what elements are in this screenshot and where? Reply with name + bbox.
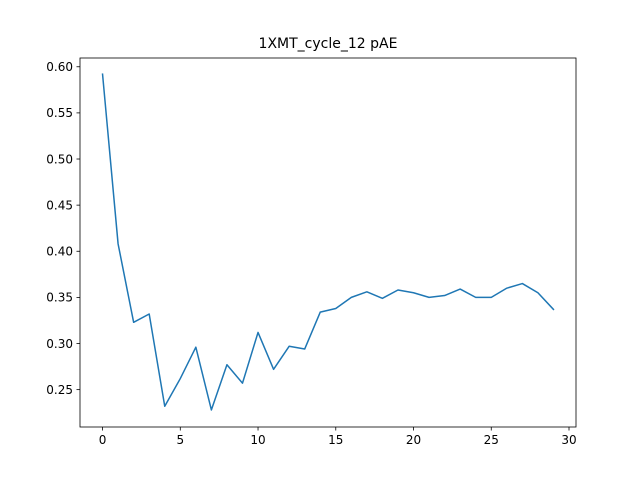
series-line xyxy=(101,73,555,411)
x-tick-label: 5 xyxy=(176,433,184,447)
plot-frame xyxy=(79,57,577,428)
plot-area-background xyxy=(80,58,576,427)
x-tick-label: 0 xyxy=(99,433,107,447)
y-tick-label: 0.25 xyxy=(46,383,73,397)
x-tick-label: 30 xyxy=(561,433,576,447)
x-tick-label: 10 xyxy=(250,433,265,447)
y-tick-label: 0.55 xyxy=(46,106,73,120)
series-layer xyxy=(101,73,555,411)
y-tick-label: 0.35 xyxy=(46,291,73,305)
x-tick-label: 25 xyxy=(484,433,499,447)
y-tick-label: 0.60 xyxy=(46,60,73,74)
y-tick-label: 0.40 xyxy=(46,245,73,259)
y-tick-label: 0.50 xyxy=(46,152,73,166)
chart-title: 1XMT_cycle_12 pAE xyxy=(259,36,398,52)
y-tick-label: 0.30 xyxy=(46,337,73,351)
y-tick-label: 0.45 xyxy=(46,198,73,212)
x-tick-label: 20 xyxy=(406,433,421,447)
x-axis: 0 5 10 15 20 25 30 xyxy=(99,427,577,447)
y-axis: 0.25 0.30 0.35 0.40 0.45 0.50 0.55 0.60 xyxy=(46,60,80,397)
x-tick-label: 15 xyxy=(328,433,343,447)
